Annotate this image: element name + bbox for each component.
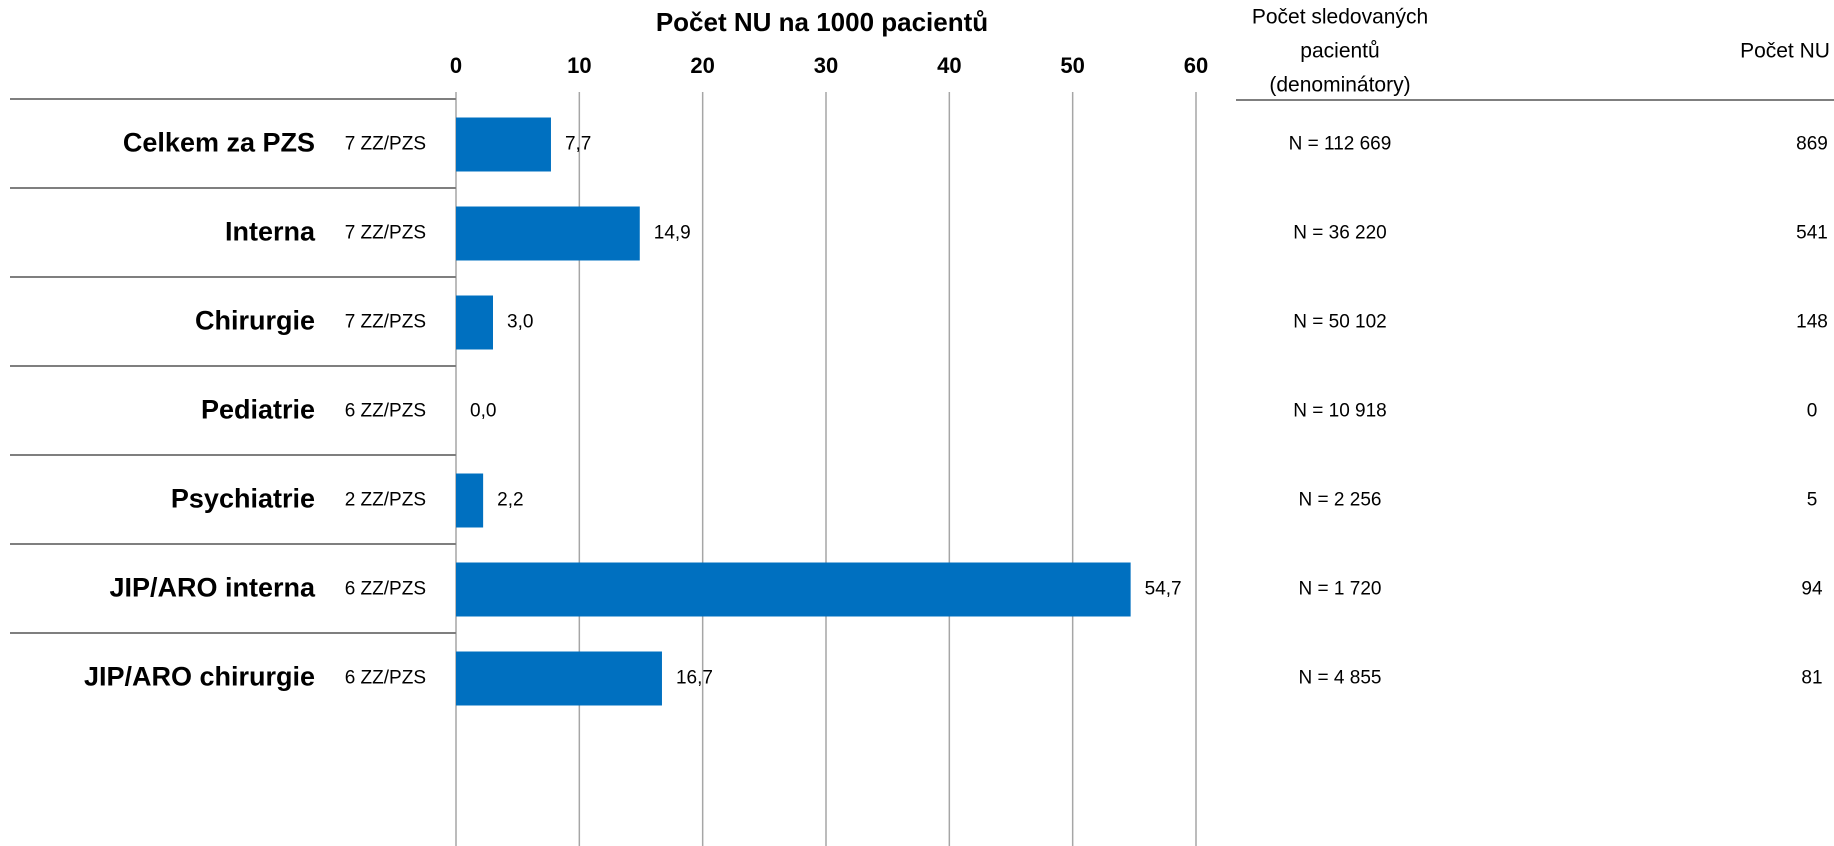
x-tick-label: 20: [690, 53, 714, 78]
count: 869: [1796, 134, 1828, 155]
denominator: N = 1 720: [1299, 579, 1382, 600]
category-label: Interna: [225, 217, 316, 247]
denominator: N = 10 918: [1293, 401, 1387, 422]
category-label: Pediatrie: [201, 395, 315, 425]
count: 541: [1796, 223, 1828, 244]
x-tick-label: 30: [814, 53, 838, 78]
count: 148: [1796, 312, 1828, 333]
bar: [456, 295, 493, 350]
denominator: N = 2 256: [1299, 490, 1382, 511]
table-header: pacientů: [1300, 40, 1379, 63]
x-tick-label: 50: [1060, 53, 1084, 78]
denominator: N = 50 102: [1293, 312, 1387, 333]
value-label: 3,0: [507, 312, 533, 333]
category-sublabel: 2 ZZ/PZS: [345, 490, 426, 511]
x-tick-label: 60: [1184, 53, 1208, 78]
x-tick-label: 40: [937, 53, 961, 78]
value-label: 14,9: [654, 223, 691, 244]
count: 0: [1807, 401, 1818, 422]
table-header: Počet NU: [1740, 40, 1830, 63]
bar: [456, 651, 662, 706]
count: 94: [1801, 579, 1823, 600]
category-label: JIP/ARO chirurgie: [84, 662, 315, 692]
value-label: 54,7: [1145, 579, 1182, 600]
denominator: N = 112 669: [1289, 134, 1392, 155]
category-sublabel: 7 ZZ/PZS: [345, 134, 426, 155]
category-sublabel: 6 ZZ/PZS: [345, 668, 426, 689]
table-header: Počet sledovaných: [1252, 6, 1428, 29]
category-label: Psychiatrie: [171, 484, 315, 514]
x-tick-label: 0: [450, 53, 462, 78]
value-label: 7,7: [565, 134, 591, 155]
value-label: 16,7: [676, 668, 713, 689]
category-label: Chirurgie: [195, 306, 315, 336]
bar: [456, 562, 1131, 617]
value-label: 0,0: [470, 401, 496, 422]
denominator: N = 4 855: [1299, 668, 1382, 689]
table-header: (denominátory): [1269, 74, 1410, 97]
category-label: Celkem za PZS: [123, 128, 315, 158]
category-sublabel: 6 ZZ/PZS: [345, 401, 426, 422]
category-sublabel: 7 ZZ/PZS: [345, 223, 426, 244]
category-sublabel: 7 ZZ/PZS: [345, 312, 426, 333]
denominator: N = 36 220: [1293, 223, 1387, 244]
value-label: 2,2: [497, 490, 523, 511]
category-sublabel: 6 ZZ/PZS: [345, 579, 426, 600]
count: 81: [1801, 668, 1822, 689]
bar: [456, 473, 484, 528]
count: 5: [1807, 490, 1818, 511]
x-tick-label: 10: [567, 53, 591, 78]
category-label: JIP/ARO interna: [109, 573, 316, 603]
bar: [456, 117, 551, 172]
chart-title: Počet NU na 1000 pacientů: [656, 7, 988, 37]
bar: [456, 206, 640, 261]
